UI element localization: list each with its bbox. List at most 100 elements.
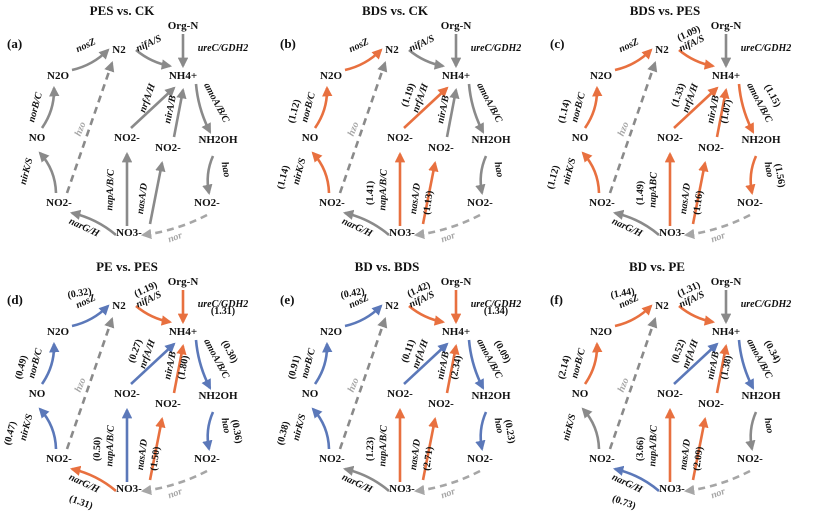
gene-label-nas: nasA/D — [678, 182, 693, 214]
gene-label-nar: narG/H — [610, 216, 645, 240]
fold-change-nap: (1.49) — [635, 181, 647, 206]
panel-label: (b) — [280, 36, 296, 51]
node-no: NO — [29, 388, 46, 400]
node-nh4: NH4+ — [712, 326, 740, 338]
gene-label-nas: nasA/D — [678, 438, 693, 470]
edge-nos — [614, 48, 653, 72]
node-n2o: N2O — [590, 326, 612, 338]
gene-label-hao: hao — [492, 161, 506, 178]
gene-label-ure: ureC/GDH2 — [471, 43, 522, 54]
edge-hzo — [608, 61, 658, 194]
panel-d: PE vs. PES (d) Org-N NH4+ N2 N2O NO NO2- NO3- NH2… — [2, 259, 248, 512]
edge-nas — [691, 416, 709, 481]
node-no3: NO3- — [116, 483, 142, 495]
fold-change-nir_ks: (0.47) — [2, 420, 19, 446]
gene-label-hao: hao — [219, 417, 233, 434]
panel-a: PES vs. CK (a) Org-N NH4+ N2 N2O NO NO2- NO3- NH2… — [7, 3, 248, 245]
edge-amo — [194, 83, 212, 134]
node-no2r: NO2- — [737, 453, 763, 465]
node-orgn: Org-N — [168, 20, 199, 32]
gene-label-nif: nifA/S — [135, 33, 164, 54]
node-nh2oh: NH2OH — [471, 390, 511, 402]
gene-label-nor: nor — [709, 230, 726, 245]
edge-nrf — [673, 86, 719, 129]
fold-change-nas: (2.71) — [421, 446, 435, 471]
node-n2: N2 — [112, 300, 126, 312]
gene-label-nar: narG/H — [340, 472, 375, 496]
fold-change-nap: (0.50) — [92, 437, 104, 462]
gene-label-nap: napABC — [647, 172, 659, 208]
panel-title: BD vs. PE — [629, 259, 685, 274]
edge-nrf — [673, 342, 719, 385]
gene-label-nor: nor — [166, 230, 183, 245]
node-no2b: NO2- — [155, 142, 181, 154]
node-no2: NO2- — [589, 453, 615, 465]
edge-nar — [612, 209, 660, 236]
fold-change-nap: (1.41) — [365, 181, 377, 206]
fold-change-ure: (1.31) — [211, 306, 235, 317]
edge-nos — [614, 304, 653, 328]
gene-label-ure: ureC/GDH2 — [198, 43, 249, 54]
edge-nas — [148, 160, 166, 225]
node-nh4: NH4+ — [169, 326, 197, 338]
fold-change-nir_ab: (1.80) — [176, 355, 192, 381]
node-n2o: N2O — [320, 326, 342, 338]
node-no2a: NO2- — [387, 388, 413, 400]
edge-amo — [194, 339, 212, 390]
node-no: NO — [572, 388, 589, 400]
panel-label: (d) — [7, 292, 23, 307]
edge-hzo — [338, 61, 388, 194]
node-nh4: NH4+ — [712, 70, 740, 82]
fold-change-nas: (1.50) — [148, 446, 162, 471]
node-nh4: NH4+ — [169, 70, 197, 82]
edge-nir_ab — [715, 87, 730, 138]
gene-label-nas: nasA/D — [135, 182, 150, 214]
fold-change-nir_ab: (1.07) — [719, 99, 735, 125]
edge-nor_b — [40, 85, 60, 129]
fold-change-nos: (0.42) — [340, 286, 366, 301]
fold-change-nir_ab: (2.34) — [449, 355, 465, 381]
gene-label-nap: napA/B/C — [104, 169, 116, 211]
gene-label-nos: nosZ — [347, 36, 370, 55]
edge-nas — [421, 416, 439, 481]
node-no2b: NO2- — [428, 142, 454, 154]
fold-change-nas: (1.16) — [691, 190, 705, 215]
node-orgn: Org-N — [441, 276, 472, 288]
gene-label-nif: nifA/S — [408, 33, 437, 54]
node-n2o: N2O — [47, 326, 69, 338]
edge-amo — [467, 83, 485, 134]
fold-change-hao: (0.36) — [229, 419, 244, 445]
edge-nrf — [403, 86, 449, 129]
gene-label-hzo: hzo — [73, 120, 89, 138]
gene-label-nor: nor — [166, 486, 183, 501]
gene-label-nor_b: norB/C — [26, 347, 45, 380]
edge-amo — [467, 339, 485, 390]
edge-nor — [413, 469, 481, 496]
fold-change-nir_ab: (1.38) — [719, 355, 735, 381]
panel-label: (a) — [7, 36, 22, 51]
gene-label-ure: ureC/GDH2 — [198, 299, 249, 310]
panel-title: PE vs. PES — [96, 259, 158, 274]
edge-nrf — [403, 342, 449, 385]
gene-label-nor: nor — [439, 230, 456, 245]
panel-c: BDS vs. PES (c) Org-N NH4+ N2 N2O NO NO2- NO3- NH… — [545, 3, 791, 245]
gene-label-hzo: hzo — [346, 376, 362, 394]
edge-nor_b — [40, 341, 60, 385]
edge-nos — [71, 304, 110, 328]
gene-label-nar: narG/H — [610, 472, 645, 496]
edge-nif — [408, 305, 446, 326]
edge-hao — [745, 411, 758, 452]
edge-nas — [691, 160, 709, 225]
gene-label-hzo: hzo — [616, 376, 632, 394]
node-n2: N2 — [385, 300, 399, 312]
node-nh2oh: NH2OH — [198, 390, 238, 402]
node-no2: NO2- — [46, 453, 72, 465]
gene-label-hao: hao — [219, 161, 233, 178]
node-no2r: NO2- — [194, 197, 220, 209]
gene-label-nar: narG/H — [340, 216, 375, 240]
fold-change-nir_ks: (0.38) — [275, 420, 292, 446]
edge-nir_ab — [445, 87, 460, 138]
edge-nor — [140, 213, 208, 240]
panel-label: (f) — [550, 292, 563, 307]
gene-label-nor_b: norB/C — [299, 91, 318, 124]
